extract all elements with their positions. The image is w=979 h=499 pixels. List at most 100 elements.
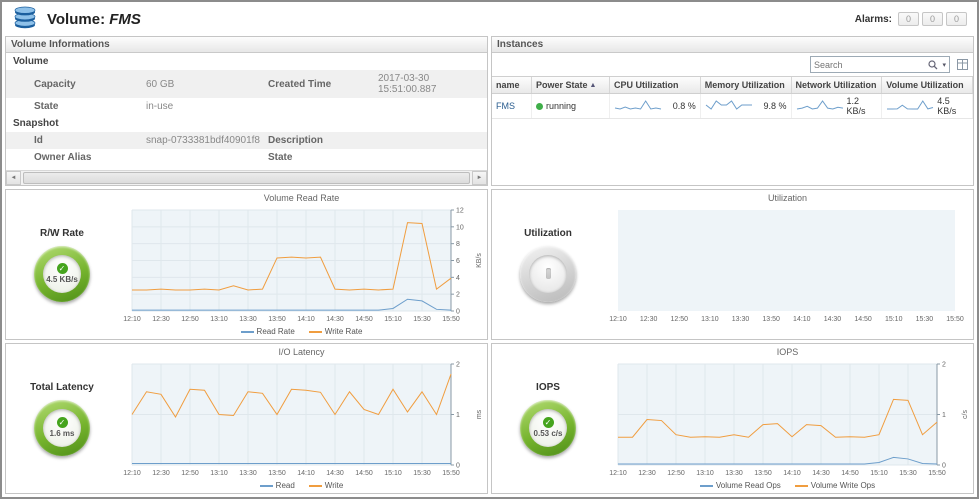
svg-text:14:50: 14:50 bbox=[854, 316, 872, 323]
created-time-value: 2017-03-30 15:51:00.887 bbox=[378, 73, 437, 95]
chart-legend: Read Rate Write Rate bbox=[118, 324, 485, 339]
svg-text:14:50: 14:50 bbox=[841, 470, 859, 477]
info-row-state: State in-use bbox=[6, 98, 487, 115]
snapshot-id-value: snap-0733381bdf40901f8 bbox=[146, 135, 260, 146]
capacity-label: Capacity bbox=[34, 78, 76, 90]
iops-gauge[interactable]: IOPS ✓ 0.53 c/s bbox=[492, 344, 604, 493]
svg-text:14:50: 14:50 bbox=[355, 470, 373, 477]
svg-text:12:50: 12:50 bbox=[181, 470, 199, 477]
grid-customizer-icon[interactable] bbox=[955, 58, 969, 72]
state-value: in-use bbox=[146, 101, 174, 112]
gauge-label: IOPS bbox=[536, 381, 560, 393]
column-header-network[interactable]: Network Utilization bbox=[792, 77, 883, 93]
gauge-value: 1.6 ms bbox=[49, 429, 75, 438]
alarm-badge-critical[interactable]: 0 bbox=[922, 12, 943, 26]
svg-text:12:10: 12:10 bbox=[123, 316, 141, 323]
svg-text:4: 4 bbox=[456, 275, 460, 282]
svg-text:15:10: 15:10 bbox=[384, 470, 402, 477]
gauge-dial bbox=[520, 245, 576, 302]
svg-text:10: 10 bbox=[456, 224, 464, 231]
scroll-right-icon[interactable]: ► bbox=[472, 171, 487, 185]
rw-rate-gauge[interactable]: R/W Rate ✓ 4.5 KB/s bbox=[6, 190, 118, 339]
page-title-name: FMS bbox=[109, 10, 141, 28]
utilization-gauge[interactable]: Utilization bbox=[492, 190, 604, 339]
column-header-memory[interactable]: Memory Utilization bbox=[701, 77, 792, 93]
alarms-label: Alarms: bbox=[854, 13, 892, 25]
chart-legend: Read Write bbox=[118, 478, 485, 493]
svg-text:13:30: 13:30 bbox=[239, 316, 257, 323]
cpu-sparkline bbox=[614, 99, 662, 113]
search-input[interactable] bbox=[814, 59, 925, 70]
svg-text:14:50: 14:50 bbox=[355, 316, 373, 323]
total-latency-gauge[interactable]: Total Latency ✓ 1.6 ms bbox=[6, 344, 118, 493]
svg-text:13:10: 13:10 bbox=[210, 316, 228, 323]
network-utilization-cell: 1.2 KB/s bbox=[792, 94, 883, 118]
capacity-value: 60 GB bbox=[146, 78, 175, 90]
svg-text:1: 1 bbox=[456, 412, 460, 419]
utilization-chart: Utilization 12:10 12:30 12:50 13:10 13:30 13:… bbox=[604, 190, 973, 339]
alarm-badge-warning[interactable]: 0 bbox=[946, 12, 967, 26]
chart-legend: Volume Read Ops Volume Write Ops bbox=[604, 478, 971, 493]
chart-legend bbox=[604, 324, 971, 339]
svg-text:13:10: 13:10 bbox=[701, 316, 719, 323]
svg-text:ms: ms bbox=[476, 409, 483, 419]
chart-plot-area[interactable]: 12:10 12:30 12:50 13:10 13:30 13:50 14:10 14:30… bbox=[118, 360, 485, 478]
search-box[interactable]: ▾ bbox=[810, 56, 950, 73]
svg-text:12: 12 bbox=[456, 208, 464, 215]
scrollbar-thumb[interactable] bbox=[23, 172, 470, 184]
svg-text:6: 6 bbox=[456, 258, 460, 265]
search-options-caret-icon[interactable]: ▾ bbox=[942, 61, 946, 69]
info-row-id: Id snap-0733381bdf40901f8 Description bbox=[6, 132, 487, 149]
search-icon[interactable] bbox=[926, 58, 940, 72]
cpu-value: 0.8 % bbox=[672, 101, 696, 111]
scroll-left-icon[interactable]: ◄ bbox=[6, 171, 21, 185]
svg-text:12:30: 12:30 bbox=[152, 470, 170, 477]
gauge-label: Total Latency bbox=[30, 381, 94, 393]
svg-text:8: 8 bbox=[456, 241, 460, 248]
svg-text:15:30: 15:30 bbox=[899, 470, 917, 477]
svg-text:15:10: 15:10 bbox=[384, 316, 402, 323]
legend-item: Read Rate bbox=[240, 327, 295, 336]
svg-text:12:10: 12:10 bbox=[123, 470, 141, 477]
column-header-name[interactable]: name bbox=[492, 77, 532, 93]
gauge-value: 4.5 KB/s bbox=[46, 275, 78, 284]
legend-item: Volume Write Ops bbox=[794, 481, 875, 490]
instances-toolbar: ▾ bbox=[492, 53, 973, 76]
volume-informations-panel: Volume Informations Volume Capacity 60 G… bbox=[5, 36, 488, 186]
svg-text:15:10: 15:10 bbox=[885, 316, 903, 323]
svg-text:15:50: 15:50 bbox=[442, 316, 460, 323]
svg-text:14:10: 14:10 bbox=[783, 470, 801, 477]
alarm-badge-fatal[interactable]: 0 bbox=[898, 12, 919, 26]
column-header-cpu[interactable]: CPU Utilization bbox=[610, 77, 701, 93]
svg-text:12:10: 12:10 bbox=[609, 470, 627, 477]
snapshot-state-label: State bbox=[268, 152, 293, 163]
svg-text:13:50: 13:50 bbox=[754, 470, 772, 477]
horizontal-scrollbar[interactable]: ◄ ► bbox=[6, 170, 487, 185]
svg-text:0: 0 bbox=[456, 463, 460, 470]
check-icon: ✓ bbox=[56, 263, 68, 274]
chart-title: Volume Read Rate bbox=[263, 193, 340, 203]
svg-text:13:30: 13:30 bbox=[732, 316, 750, 323]
svg-text:12:10: 12:10 bbox=[609, 316, 627, 323]
column-header-power-state[interactable]: Power State ▲ bbox=[532, 77, 610, 93]
chart-plot-area[interactable]: 12:10 12:30 12:50 13:10 13:30 13:50 14:10 14:30… bbox=[604, 206, 971, 324]
chart-plot-area[interactable]: 12:10 12:30 12:50 13:10 13:30 13:50 14:10 14:30… bbox=[604, 360, 971, 478]
legend-item: Write Rate bbox=[308, 327, 362, 336]
chart-plot-area[interactable]: 12:10 12:30 12:50 13:10 13:30 13:50 14:10 14:30… bbox=[118, 206, 485, 324]
legend-item: Write bbox=[308, 481, 343, 490]
alarms-summary: Alarms: 0 0 0 bbox=[855, 12, 967, 26]
column-label: Power State bbox=[536, 80, 588, 90]
svg-text:13:50: 13:50 bbox=[762, 316, 780, 323]
svg-text:1: 1 bbox=[942, 412, 946, 419]
volume-value: 4.5 KB/s bbox=[937, 96, 957, 116]
instance-row[interactable]: FMS running 0.8 % 9.8 % 1.2 KB/s bbox=[492, 94, 973, 119]
section-snapshot: Snapshot bbox=[13, 118, 59, 129]
column-header-volume[interactable]: Volume Utilization bbox=[882, 77, 973, 93]
power-state-cell: running bbox=[532, 94, 610, 118]
instance-name[interactable]: FMS bbox=[492, 94, 532, 118]
svg-text:2: 2 bbox=[942, 362, 946, 369]
cpu-utilization-cell: 0.8 % bbox=[610, 94, 701, 118]
running-status-icon bbox=[536, 102, 543, 110]
svg-text:14:30: 14:30 bbox=[812, 470, 830, 477]
